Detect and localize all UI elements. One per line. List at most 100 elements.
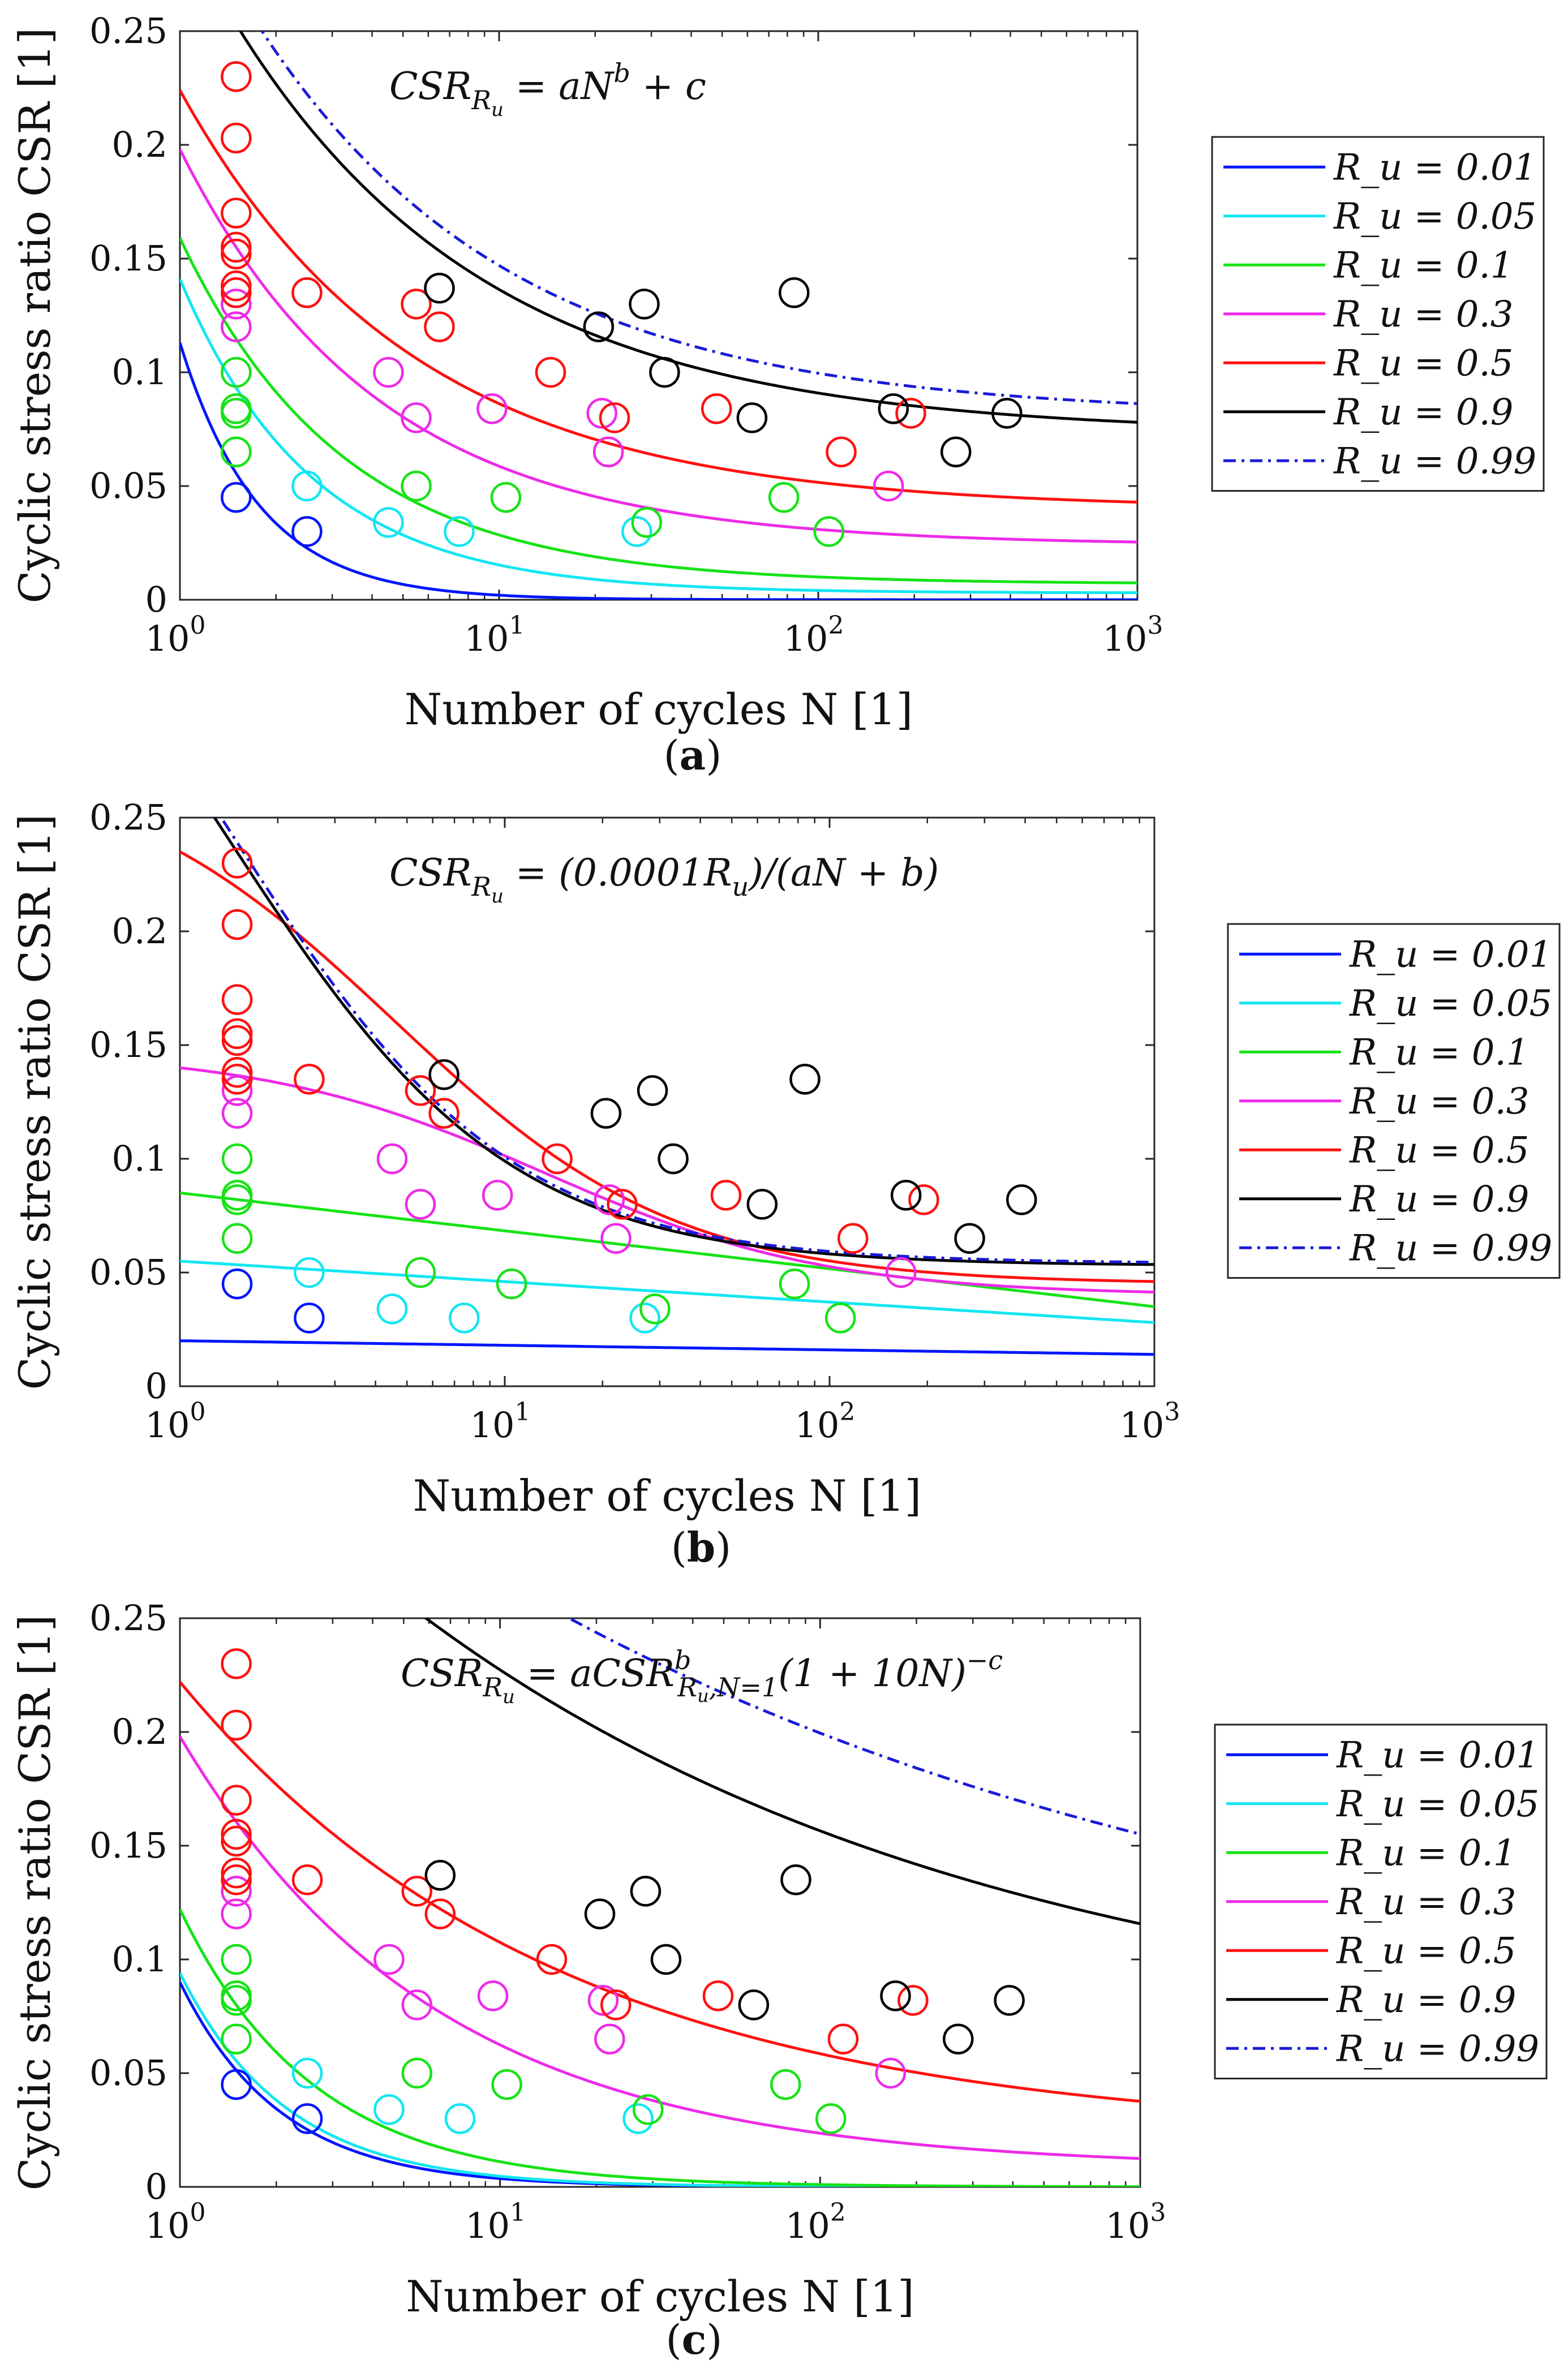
data-point-ru-0_3 <box>586 398 617 429</box>
data-point-ru-0_9 <box>649 356 680 388</box>
data-point-ru-0_9 <box>584 1898 616 1929</box>
fit-curve-ru-0_99 <box>566 1618 1140 1836</box>
data-point-ru-0_9 <box>629 289 660 320</box>
data-point-ru-0_3 <box>587 1985 619 2016</box>
data-point-ru-0_01 <box>221 482 252 513</box>
data-point-ru-0_05 <box>622 2103 654 2134</box>
data-point-ru-0_1 <box>221 1143 253 1175</box>
data-point-ru-0_1 <box>221 436 252 467</box>
data-point-ru-0_1 <box>221 356 252 388</box>
data-point-ru-0_9 <box>954 1223 985 1254</box>
x-tick-label: 103 <box>1120 1398 1180 1446</box>
plot-area-frame <box>179 816 1155 1387</box>
fit-curve-ru-0_5 <box>180 850 1154 1283</box>
data-point-ru-0_9 <box>943 2023 974 2054</box>
data-point-ru-0_9 <box>738 1989 770 2021</box>
y-tick-label: 0.25 <box>89 10 167 51</box>
formula-annotation: CSRRu = aCSRb Ru,N=1(1 + 10N)−c <box>401 1645 1003 1708</box>
fit-curve-ru-0_01 <box>180 1339 1154 1356</box>
x-tick-label: 103 <box>1106 2198 1166 2246</box>
fit-curve-ru-0_1 <box>180 1191 1154 1308</box>
data-point-ru-0_5 <box>607 1189 638 1220</box>
data-point-ru-0_1 <box>221 1180 253 1211</box>
legend-label-ru-0_9: R_u = 0.9 <box>1333 392 1514 433</box>
legend-label-ru-0_05: R_u = 0.05 <box>1333 196 1536 238</box>
fit-curve-ru-0_99 <box>220 818 1154 1264</box>
legend-label-ru-0_3: R_u = 0.3 <box>1349 1081 1530 1123</box>
y-axis-label: Cyclic stress ratio CSR [1] <box>10 814 60 1390</box>
data-point-ru-0_05 <box>621 516 652 547</box>
data-point-ru-0_5 <box>221 1064 253 1095</box>
data-point-ru-0_3 <box>482 1180 513 1211</box>
formula-annotation: CSRRu = aNb + c <box>389 58 706 121</box>
data-point-ru-0_3 <box>401 1989 433 2021</box>
data-point-ru-0_5 <box>542 1143 573 1175</box>
y-tick-label: 0.1 <box>111 1138 167 1179</box>
data-point-ru-0_1 <box>639 1293 671 1325</box>
data-point-ru-0_5 <box>428 1098 459 1129</box>
data-point-ru-0_3 <box>600 1223 632 1254</box>
y-tick-label: 0.25 <box>89 797 167 838</box>
data-point-ru-0_05 <box>449 1303 480 1334</box>
y-tick-label: 0.2 <box>111 124 167 165</box>
data-point-ru-0_5 <box>221 1025 253 1056</box>
legend-label-ru-0_01: R_u = 0.01 <box>1336 1734 1539 1776</box>
data-point-ru-0_9 <box>880 1980 911 2011</box>
data-point-ru-0_3 <box>221 311 252 342</box>
plot-area-frame <box>179 1617 1141 2188</box>
data-point-ru-0_1 <box>221 393 252 424</box>
data-point-ru-0_9 <box>789 1064 820 1095</box>
data-point-ru-0_5 <box>221 1864 252 1895</box>
data-point-ru-0_9 <box>746 1189 778 1220</box>
legend: R_u = 0.01 R_u = 0.05 R_u = 0.1 R_u = 0.3 R_… <box>1227 923 1561 1279</box>
legend-label-ru-0_5: R_u = 0.5 <box>1333 342 1514 384</box>
data-point-ru-0_5 <box>291 277 323 308</box>
data-point-ru-0_9 <box>940 436 972 467</box>
data-point-ru-0_1 <box>496 1268 527 1300</box>
data-point-ru-0_5 <box>837 1223 869 1254</box>
legend-label-ru-0_1: R_u = 0.1 <box>1333 244 1514 286</box>
legend-label-ru-0_99: R_u = 0.99 <box>1349 1227 1552 1269</box>
data-point-ru-0_01 <box>294 1303 325 1334</box>
data-point-ru-0_1 <box>221 2023 252 2054</box>
data-point-ru-0_05 <box>373 2094 405 2125</box>
data-point-ru-0_9 <box>650 1944 682 1975</box>
data-point-ru-0_9 <box>780 1864 811 1895</box>
x-tick-label: 103 <box>1103 611 1163 659</box>
legend-label-ru-0_01: R_u = 0.01 <box>1349 934 1552 975</box>
fit-curve-ru-0_1 <box>180 237 1137 584</box>
data-point-ru-0_9 <box>1006 1184 1037 1215</box>
panel-b: 0 0.05 0.1 0.15 0.2 0.25 100 101 102 103 Number of… <box>10 797 1561 1571</box>
data-point-ru-0_3 <box>477 1980 509 2011</box>
panel-caption: (c) <box>665 2315 722 2363</box>
data-point-ru-0_9 <box>658 1143 689 1175</box>
data-point-ru-0_5 <box>221 61 252 92</box>
data-point-ru-0_3 <box>886 1257 917 1288</box>
data-point-ru-0_5 <box>221 1825 252 1857</box>
panel-caption: (a) <box>664 731 722 779</box>
x-tick-label: 102 <box>784 611 844 659</box>
data-point-ru-0_5 <box>401 289 432 320</box>
formula-annotation: CSRRu = (0.0001Ru)/(aN + b) <box>389 851 939 908</box>
legend-label-ru-0_9: R_u = 0.9 <box>1336 1979 1517 2021</box>
data-point-ru-0_01 <box>291 516 323 547</box>
data-point-ru-0_5 <box>401 1876 433 1907</box>
data-point-ru-0_9 <box>637 1075 668 1106</box>
data-point-ru-0_9 <box>583 311 615 342</box>
data-point-ru-0_1 <box>221 1944 252 1975</box>
legend-label-ru-0_5: R_u = 0.5 <box>1336 1930 1517 1972</box>
data-point-ru-0_05 <box>291 470 323 502</box>
data-point-ru-0_5 <box>221 122 252 154</box>
legend-label-ru-0_05: R_u = 0.05 <box>1336 1783 1539 1825</box>
data-point-ru-0_5 <box>221 270 252 302</box>
data-point-ru-0_05 <box>444 2103 476 2134</box>
data-point-ru-0_1 <box>770 2069 801 2100</box>
legend-label-ru-0_05: R_u = 0.05 <box>1349 983 1552 1025</box>
data-point-ru-0_1 <box>221 1223 253 1254</box>
data-point-ru-0_3 <box>401 402 432 433</box>
y-tick-label: 0 <box>145 2166 167 2207</box>
y-tick-label: 0.1 <box>111 351 167 393</box>
data-point-ru-0_5 <box>895 398 926 429</box>
panel-caption: (b) <box>671 1523 732 1571</box>
legend-label-ru-0_99: R_u = 0.99 <box>1336 2028 1539 2070</box>
